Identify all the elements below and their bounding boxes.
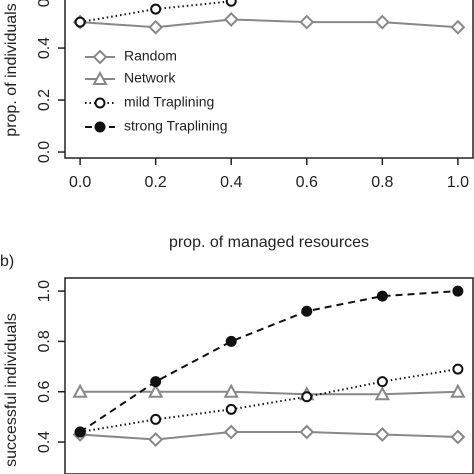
series-line (79, 368, 459, 433)
marker (301, 391, 313, 403)
marker (223, 12, 239, 27)
marker (223, 424, 239, 440)
marker (94, 121, 106, 133)
x-axis-label: prop. of managed resources (169, 234, 369, 251)
y-axis-label: prop. of individuals (3, 3, 20, 136)
series-line (80, 430, 458, 441)
series-line (80, 18, 458, 29)
y-tick-label: 0.0 (36, 141, 53, 163)
marker (74, 16, 86, 28)
y-tick-label: 1.0 (36, 280, 53, 302)
x-tick-label: 1.0 (447, 174, 469, 191)
marker (148, 19, 164, 35)
legend-label: Network (124, 70, 176, 86)
marker (301, 305, 313, 317)
marker (299, 14, 315, 30)
y-tick-label: 0.2 (36, 89, 53, 111)
marker (374, 386, 391, 401)
plot-frame (64, 277, 474, 474)
y-tick-label: 0.4 (36, 431, 53, 453)
marker (150, 3, 162, 15)
marker (374, 427, 390, 442)
marker (450, 429, 466, 445)
marker (92, 49, 108, 65)
marker (147, 383, 164, 398)
legend-label: mild Traplining (124, 94, 214, 110)
marker (376, 290, 388, 302)
marker (450, 19, 466, 35)
y-tick-label: 0.6 (36, 0, 53, 7)
marker (223, 383, 239, 398)
x-tick-label: 0.6 (296, 174, 318, 191)
marker (148, 432, 164, 447)
marker (450, 383, 466, 398)
marker (299, 424, 315, 440)
marker (72, 383, 88, 398)
marker (225, 335, 237, 347)
plot-frame (64, 0, 474, 159)
x-tick-label: 0.2 (145, 174, 167, 191)
marker (376, 376, 388, 388)
panel-label: b) (0, 253, 14, 270)
x-tick-label: 0.0 (69, 174, 91, 191)
marker (74, 426, 86, 438)
x-tick-label: 0.4 (220, 174, 242, 191)
marker (452, 363, 464, 375)
y-tick-label: 0.8 (36, 330, 53, 352)
marker (92, 70, 108, 85)
marker (374, 14, 390, 30)
x-tick-label: 0.8 (371, 174, 393, 191)
marker (150, 376, 162, 388)
marker (94, 97, 106, 109)
y-axis-label: successful individuals (3, 313, 20, 467)
legend-label: Random (124, 48, 177, 64)
series-line (79, 290, 458, 433)
marker (150, 413, 162, 425)
marker (225, 0, 237, 7)
legend-label: strong Traplining (124, 118, 228, 134)
series-line (80, 390, 458, 396)
marker (225, 403, 237, 415)
y-tick-label: 0.6 (36, 381, 53, 403)
y-tick-label: 0.4 (36, 37, 53, 59)
marker (452, 285, 464, 297)
